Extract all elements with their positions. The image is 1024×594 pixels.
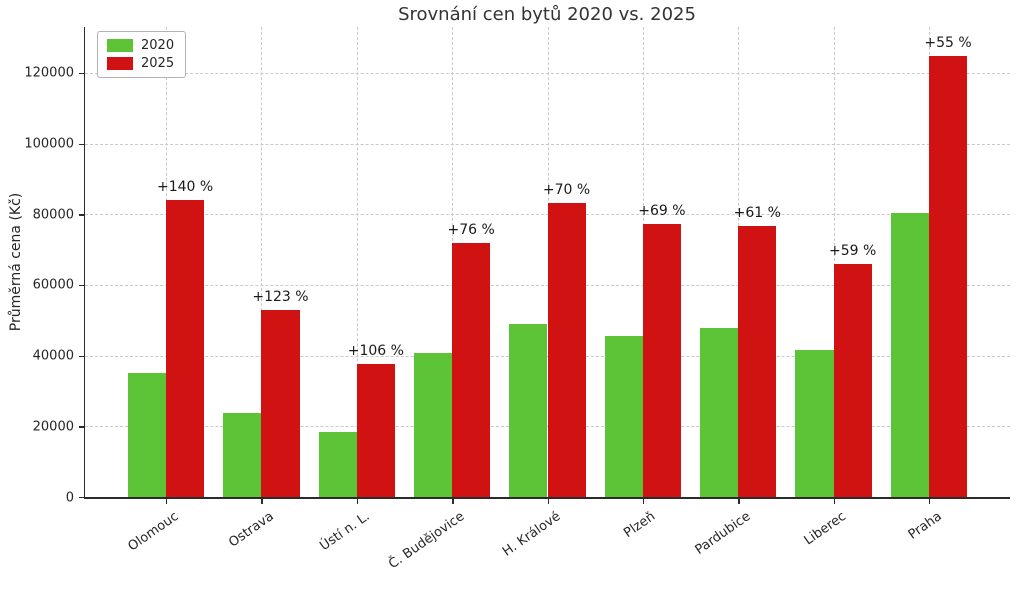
y-tick-label: 40000 — [32, 348, 74, 364]
bar-2020-5 — [604, 335, 643, 497]
y-tickmark — [79, 426, 84, 428]
x-tickmark — [452, 498, 454, 504]
bar-2020-3 — [413, 352, 453, 497]
y-tick-label: 60000 — [32, 277, 74, 293]
bar-annotation: +140 % — [157, 179, 214, 196]
chart-title: Srovnání cen bytů 2020 vs. 2025 — [398, 4, 696, 25]
x-tickmark — [356, 498, 359, 504]
y-tickmark — [79, 497, 84, 499]
legend-swatch-2025 — [107, 57, 133, 70]
legend-item-2020: 2020 — [107, 39, 174, 52]
bar-2020-8 — [890, 212, 929, 497]
bar-2025-3 — [452, 243, 491, 497]
bar-2020-4 — [509, 323, 548, 497]
bar-2025-4 — [547, 202, 586, 497]
bar-2025-7 — [833, 263, 872, 497]
bar-2025-1 — [261, 309, 300, 497]
legend-item-2025: 2025 — [107, 57, 174, 70]
gridline-vertical — [356, 27, 358, 497]
y-axis-spine — [83, 27, 85, 499]
bar-2020-2 — [318, 432, 357, 497]
bar-2025-2 — [356, 363, 395, 497]
x-tickmark — [166, 498, 168, 504]
bar-annotation: +55 % — [924, 34, 972, 51]
bar-2025-0 — [166, 200, 205, 497]
gridline-vertical — [833, 27, 835, 497]
y-tickmark — [79, 143, 84, 145]
x-tickmark — [642, 498, 645, 504]
bar-annotation: +69 % — [638, 203, 686, 220]
x-tick-label: H. Králové — [499, 509, 564, 560]
bar-annotation: +106 % — [347, 342, 404, 359]
y-tickmark — [79, 284, 84, 287]
y-tickmark — [79, 72, 84, 75]
legend-label-2020: 2020 — [141, 38, 175, 53]
x-tick-label: Plzeň — [621, 509, 659, 542]
bar-2020-6 — [700, 328, 739, 497]
legend: 2020 2025 — [97, 31, 187, 78]
x-tick-label: Praha — [905, 509, 945, 543]
bar-annotation: +59 % — [828, 242, 877, 259]
x-tickmark — [547, 498, 549, 504]
y-tick-label: 0 — [65, 490, 74, 505]
bar-2020-0 — [127, 373, 167, 497]
y-tick-label: 80000 — [32, 207, 74, 223]
y-tickmark — [79, 355, 84, 358]
legend-label-2025: 2025 — [141, 56, 175, 71]
bar-annotation: +70 % — [542, 181, 591, 198]
bar-annotation: +76 % — [447, 222, 495, 239]
x-tickmark — [261, 498, 263, 504]
y-tick-label: 100000 — [24, 136, 74, 152]
bar-2020-7 — [795, 350, 834, 497]
gridline-vertical — [261, 27, 263, 497]
x-tickmark — [928, 498, 931, 504]
y-tickmark — [79, 214, 84, 216]
x-axis-spine — [83, 497, 1010, 499]
legend-swatch-2020 — [107, 39, 133, 52]
bar-annotation: +61 % — [733, 204, 781, 221]
y-tick-label: 20000 — [32, 419, 74, 435]
x-tick-label: Olomouc — [125, 509, 182, 555]
x-tick-label: Liberec — [801, 509, 850, 549]
x-tick-label: Ústí n. L. — [317, 509, 373, 554]
x-tick-label: Č. Budějovice — [386, 509, 468, 573]
x-tick-label: Pardubice — [692, 509, 754, 558]
bar-2025-8 — [928, 55, 968, 497]
bar-annotation: +123 % — [252, 288, 309, 305]
y-tick-label: 120000 — [24, 65, 74, 81]
x-tickmark — [738, 498, 740, 504]
bar-2025-6 — [738, 225, 777, 497]
bar-2025-5 — [642, 224, 681, 497]
bar-2020-1 — [223, 412, 262, 497]
x-tickmark — [833, 498, 835, 504]
x-tick-label: Ostrava — [226, 509, 278, 551]
